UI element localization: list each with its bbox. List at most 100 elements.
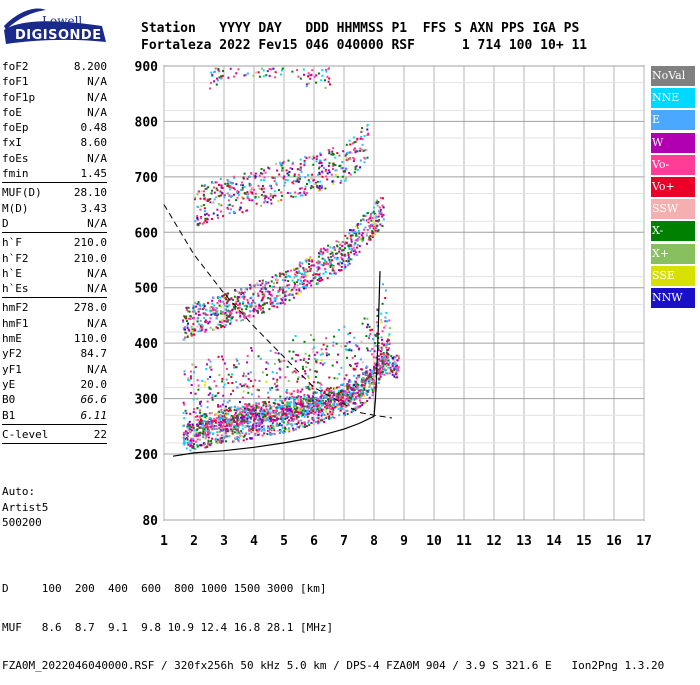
echo-point: [344, 390, 347, 393]
echo-point: [233, 295, 236, 298]
echo-point: [294, 283, 296, 286]
echo-point: [362, 372, 365, 375]
echo-point: [274, 351, 277, 354]
echo-point: [331, 259, 334, 262]
echo-point: [258, 422, 260, 425]
echo-point: [372, 212, 375, 214]
echo-point: [324, 249, 327, 252]
echo-point: [386, 372, 389, 375]
echo-point: [205, 433, 207, 436]
echo-point: [303, 426, 306, 428]
echo-point: [316, 279, 319, 281]
echo-point: [291, 70, 294, 73]
echo-point: [282, 291, 285, 294]
echo-point: [235, 438, 238, 441]
echo-point: [397, 369, 400, 372]
echo-point: [270, 410, 273, 413]
echo-point: [210, 442, 213, 445]
echo-point: [224, 412, 227, 415]
echo-point: [312, 186, 315, 189]
echo-point: [210, 412, 213, 415]
echo-point: [209, 198, 212, 200]
echo-point: [219, 194, 222, 197]
echo-point: [328, 417, 331, 420]
echo-point: [196, 215, 199, 217]
echo-point: [386, 343, 389, 346]
echo-point: [196, 303, 199, 305]
logo-swoosh-icon: [4, 8, 106, 44]
echo-point: [219, 424, 222, 427]
echo-point: [219, 299, 222, 302]
echo-point: [313, 391, 316, 394]
echo-point: [193, 371, 195, 374]
echo-point: [361, 143, 364, 146]
echo-point: [293, 370, 296, 373]
echo-point: [262, 310, 265, 313]
echo-point: [186, 438, 189, 441]
echo-point: [221, 440, 224, 443]
echo-point: [222, 215, 225, 218]
echo-point: [242, 390, 245, 393]
echo-point: [272, 67, 275, 70]
echo-point: [315, 158, 318, 161]
echo-point: [275, 413, 278, 416]
echo-point: [203, 305, 206, 307]
echo-point: [263, 194, 266, 197]
echo-point: [335, 258, 338, 261]
echo-point: [311, 173, 314, 176]
echo-point: [312, 395, 314, 398]
echo-point: [362, 401, 364, 404]
echo-point: [200, 184, 203, 187]
echo-point: [211, 181, 214, 184]
x-tick-label: 4: [250, 534, 258, 549]
echo-point: [380, 312, 383, 315]
echo-point: [284, 181, 287, 184]
echo-point: [392, 358, 395, 361]
echo-point: [360, 135, 363, 138]
echo-point: [341, 392, 344, 395]
echo-point: [276, 422, 279, 425]
echo-point: [327, 399, 330, 402]
echo-point: [379, 359, 382, 362]
legend-item-xminus: X-: [651, 221, 695, 242]
echo-point: [258, 187, 261, 190]
echo-point: [214, 419, 217, 422]
echo-point: [389, 367, 392, 370]
echo-point: [317, 267, 320, 270]
echo-point: [356, 168, 359, 171]
echo-point: [354, 396, 357, 399]
echo-point: [250, 302, 253, 304]
echo-point: [315, 370, 318, 373]
echo-point: [366, 125, 369, 128]
echo-point: [367, 389, 370, 392]
echo-point: [315, 81, 317, 84]
echo-point: [269, 297, 272, 300]
echo-point: [314, 273, 317, 276]
echo-point: [317, 186, 320, 189]
echo-point: [395, 354, 398, 357]
echo-point: [332, 182, 335, 185]
echo-point: [253, 410, 256, 413]
echo-point: [338, 393, 341, 396]
echo-point: [223, 314, 226, 317]
echo-point: [334, 272, 337, 275]
echo-point: [340, 269, 343, 271]
echo-point: [301, 281, 304, 284]
echo-point: [377, 349, 380, 352]
echo-point: [396, 376, 399, 379]
echo-point: [387, 359, 390, 362]
echo-point: [207, 358, 210, 361]
echo-point: [256, 282, 259, 285]
echo-point: [257, 389, 260, 392]
echo-point: [182, 320, 185, 323]
echo-point: [282, 406, 285, 409]
echo-point: [286, 420, 289, 423]
echo-point: [235, 183, 238, 186]
echo-point: [262, 416, 265, 418]
echo-point: [288, 404, 291, 406]
echo-point: [214, 421, 217, 424]
echo-point: [325, 388, 328, 391]
echo-point: [247, 421, 250, 423]
echo-point: [200, 217, 202, 219]
echo-point: [338, 372, 341, 375]
